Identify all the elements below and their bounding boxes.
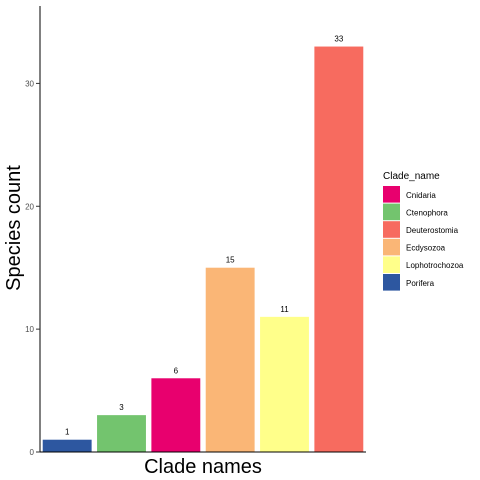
bar-porifera (42, 439, 92, 452)
data-label-cnidaria: 6 (174, 366, 179, 375)
y-tick-label: 30 (25, 79, 34, 88)
legend-label-lophotrochozoa: Lophotrochozoa (406, 261, 464, 270)
data-label-ecdysozoa: 15 (226, 256, 235, 265)
x-axis-title: Clade names (144, 456, 262, 478)
bar-deuterostomia (314, 46, 364, 452)
legend-key-cnidaria (383, 186, 400, 203)
y-tick-label: 0 (30, 448, 35, 457)
bar-cnidaria (151, 378, 201, 452)
legend-key-deuterostomia (383, 221, 400, 238)
bar-ctenophora (97, 415, 146, 452)
legend-key-ctenophora (383, 203, 400, 221)
legend-key-ecdysozoa (383, 238, 400, 256)
y-axis-title: Species count (3, 165, 25, 291)
legend-key-porifera (383, 274, 400, 291)
data-labels-layer: 1 3 6 15 11 33 (65, 35, 344, 437)
legend-label-ctenophora: Ctenophora (406, 208, 448, 217)
axes-layer: 0 10 20 30 (25, 6, 366, 457)
data-label-lophotrochozoa: 11 (280, 305, 289, 314)
y-tick-label: 20 (25, 202, 34, 211)
legend-label-ecdysozoa: Ecdysozoa (406, 244, 446, 253)
legend-title: Clade_name (383, 171, 440, 182)
bar-ecdysozoa (205, 267, 255, 452)
legend: Clade_name Cnidaria Ctenophora Deuterostomi… (383, 171, 464, 291)
legend-label-deuterostomia: Deuterostomia (406, 226, 459, 235)
legend-label-cnidaria: Cnidaria (406, 191, 436, 200)
bar-lophotrochozoa (260, 316, 309, 452)
y-tick-label: 10 (25, 325, 34, 334)
data-label-ctenophora: 3 (119, 403, 124, 412)
legend-label-porifera: Porifera (406, 279, 435, 288)
legend-key-lophotrochozoa (383, 256, 400, 273)
data-label-porifera: 1 (65, 428, 70, 437)
bars-layer (42, 46, 364, 452)
data-label-deuterostomia: 33 (334, 35, 343, 44)
